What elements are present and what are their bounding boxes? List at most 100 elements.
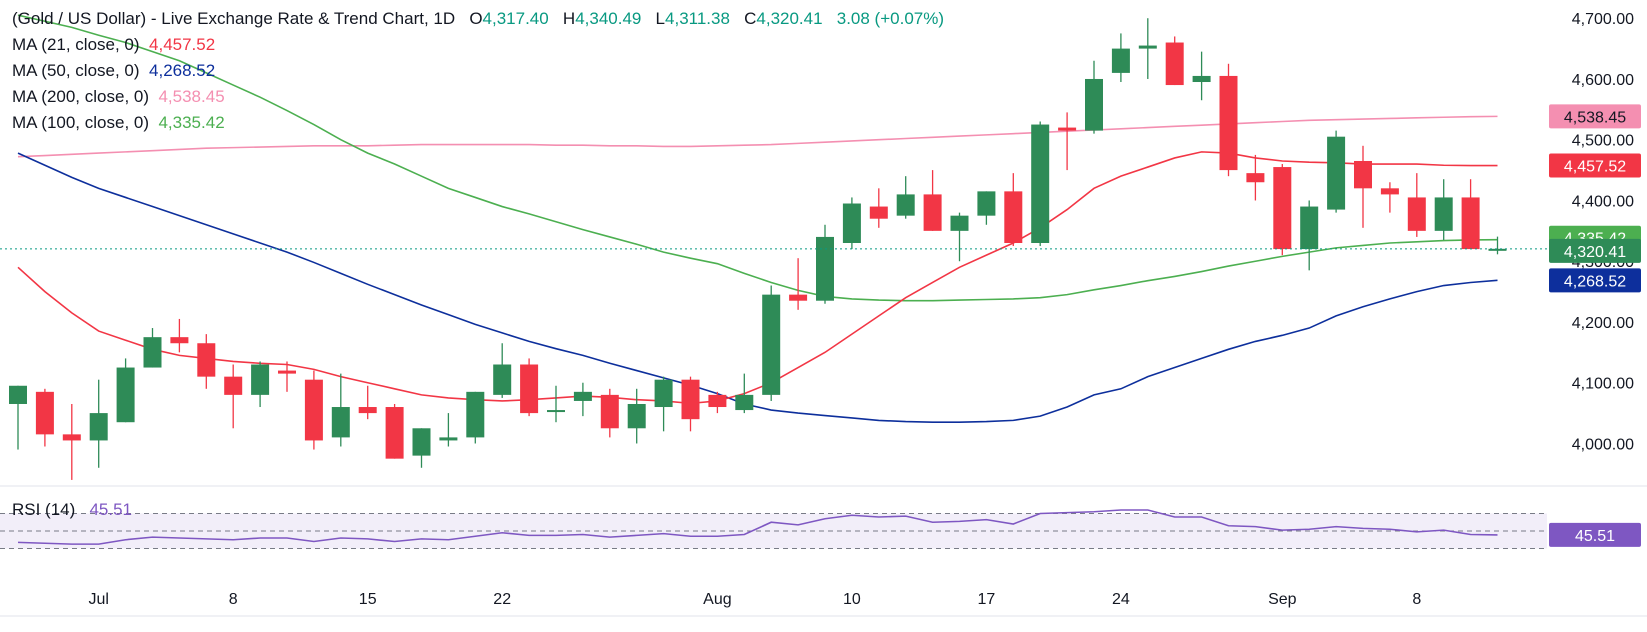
- ma50-label: MA (50, close, 0): [12, 61, 140, 80]
- x-tick-label: Sep: [1268, 591, 1297, 608]
- x-tick-label: 8: [1412, 591, 1421, 608]
- x-tick-label: 17: [978, 591, 996, 608]
- y-tick-label: 4,500.00: [1572, 133, 1634, 150]
- price-badges: 4,538.454,457.524,335.424,320.414,268.52…: [1549, 104, 1641, 547]
- candle-body: [789, 294, 808, 301]
- candle-body: [520, 364, 539, 414]
- legend-ma50: MA (50, close, 0) 4,268.52: [12, 58, 944, 84]
- x-tick-label: 8: [229, 591, 238, 608]
- ma100-label: MA (100, close, 0): [12, 113, 150, 132]
- ma200-label: MA (200, close, 0): [12, 87, 150, 106]
- candle-body: [331, 407, 350, 438]
- candle-body: [466, 391, 485, 438]
- high-value: 4,340.49: [575, 9, 642, 28]
- candle-body: [1327, 136, 1346, 210]
- candle-body: [1219, 75, 1238, 171]
- candle-body: [1246, 173, 1265, 183]
- ma100-line: [17, 14, 1498, 302]
- candle-body: [224, 376, 243, 395]
- candle-body: [896, 194, 915, 216]
- y-tick-label: 4,200.00: [1572, 315, 1634, 332]
- candle-body: [358, 407, 377, 414]
- candle-body: [1461, 197, 1480, 250]
- ma200-line: [17, 115, 1498, 158]
- ma21-line: [17, 151, 1498, 405]
- candle-body: [116, 367, 135, 423]
- ma50-value: 4,268.52: [149, 61, 216, 80]
- candle-body: [1165, 42, 1184, 86]
- candle-body: [278, 370, 296, 374]
- candle-body: [1354, 160, 1372, 189]
- candles: [0, 18, 1547, 480]
- low-value: 4,311.38: [665, 9, 730, 28]
- candle-body: [816, 236, 834, 301]
- candle-body: [1434, 197, 1453, 231]
- candle-body: [304, 379, 323, 441]
- y-tick-label: 4,100.00: [1572, 376, 1634, 393]
- y-tick-label: 4,600.00: [1572, 72, 1634, 89]
- last-price-badge-text: 4,320.41: [1564, 244, 1626, 261]
- candle-body: [573, 391, 592, 401]
- candle-body: [197, 343, 216, 377]
- ma21-label: MA (21, close, 0): [12, 35, 140, 54]
- y-tick-label: 4,000.00: [1572, 436, 1634, 453]
- x-axis: Jul 8 15 22 Aug 10 17 24 Sep 8: [88, 591, 1421, 608]
- candle-body: [412, 428, 431, 456]
- candle-body: [681, 379, 700, 420]
- candle-body: [547, 410, 565, 413]
- x-tick-label: 15: [359, 591, 377, 608]
- ma100-value: 4,335.42: [158, 113, 225, 132]
- candle-body: [493, 364, 512, 395]
- candle-body: [1085, 78, 1103, 131]
- candle-body: [143, 337, 162, 368]
- close-value: 4,320.41: [756, 9, 823, 28]
- x-tick-label: 22: [493, 591, 511, 608]
- ma50-line: [17, 152, 1498, 424]
- close-label: C: [744, 9, 757, 28]
- rsi-line: [17, 509, 1498, 545]
- open-label: O: [469, 9, 483, 28]
- legend-ma21: MA (21, close, 0) 4,457.52: [12, 32, 944, 58]
- ma21-price-badge-text: 4,457.52: [1564, 159, 1626, 176]
- high-label: H: [562, 9, 576, 28]
- legend: (Gold / US Dollar) - Live Exchange Rate …: [12, 6, 944, 136]
- candle-body: [89, 413, 108, 441]
- candle-body: [869, 206, 888, 219]
- candle-body: [170, 337, 189, 344]
- candle-body: [1004, 191, 1023, 243]
- candle-body: [1111, 48, 1130, 73]
- candle-body: [842, 203, 861, 243]
- candle-body: [1488, 248, 1507, 251]
- candle-body: [9, 385, 27, 404]
- x-tick-label: 10: [843, 591, 861, 608]
- candle-body: [950, 215, 969, 231]
- ma200-price-badge-text: 4,538.45: [1564, 109, 1626, 126]
- candle-body: [62, 434, 81, 441]
- ma200-value: 4,538.45: [158, 87, 225, 106]
- chart-title: (Gold / US Dollar) - Live Exchange Rate …: [12, 9, 456, 28]
- rsi-label: RSI (14): [12, 500, 76, 519]
- moving-averages: [17, 14, 1498, 424]
- candle-body: [1058, 127, 1077, 131]
- ma200-price-badge: [1549, 104, 1641, 129]
- x-tick-label: 24: [1112, 591, 1130, 608]
- candle-body: [1407, 197, 1426, 231]
- last-price-badge: [1549, 238, 1641, 263]
- candle-body: [977, 191, 996, 216]
- candle-body: [923, 194, 942, 231]
- candle-body: [708, 394, 727, 408]
- ma50-price-badge-text: 4,268.52: [1564, 273, 1626, 290]
- rsi-price-badge: [1549, 522, 1641, 547]
- candle-body: [735, 394, 754, 411]
- candle-body: [35, 391, 54, 435]
- candle-body: [762, 294, 781, 395]
- low-label: L: [655, 9, 666, 28]
- candle-body: [1031, 124, 1050, 243]
- candle-body: [1273, 167, 1292, 250]
- ma50-price-badge: [1549, 268, 1641, 293]
- y-tick-label: 4,700.00: [1572, 11, 1634, 28]
- candle-body: [600, 394, 619, 429]
- y-tick-label: 4,400.00: [1572, 193, 1634, 210]
